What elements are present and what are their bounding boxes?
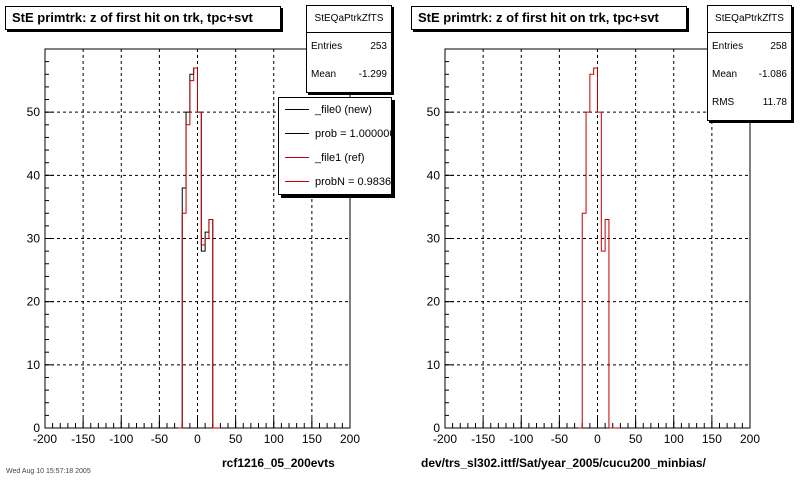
legend-label: _file1 (ref) xyxy=(315,152,365,164)
stats-value: -1.299 xyxy=(358,69,387,80)
x-tick-label: -200 xyxy=(433,432,457,446)
y-tick-label: 20 xyxy=(427,295,441,309)
histogram-plot-right: -200 -150 -100 -50 0 50 100 150 200 0 10 20 30 40 50 xyxy=(427,48,760,446)
y-tick-label: 10 xyxy=(427,358,441,372)
legend-label: prob = 1.000000 xyxy=(315,128,392,140)
x-tick-label: -150 xyxy=(471,432,495,446)
histogram-panel-right: -200 -150 -100 -50 0 50 100 150 200 0 10 20 30 40 50 S… xyxy=(400,0,800,480)
x-tick-label: -150 xyxy=(71,432,95,446)
footer-label-left: rcf1216_05_200evts xyxy=(222,456,335,470)
timestamp-label: Wed Aug 10 15:57:18 2005 xyxy=(6,468,91,475)
legend-item-new: _file0 (new) xyxy=(279,98,391,122)
stats-label: Entries xyxy=(311,41,343,52)
legend-line-icon xyxy=(285,157,309,158)
x-tick-label: 0 xyxy=(594,432,601,446)
histogram-plot-left: -200 -150 -100 -50 0 50 100 150 200 0 10 20 30 40 50 xyxy=(27,48,360,446)
stats-value: 258 xyxy=(770,41,787,52)
y-tick-label: 30 xyxy=(27,232,41,246)
histogram-series xyxy=(578,67,621,429)
y-tick-label: 30 xyxy=(427,232,441,246)
y-tick-label: 20 xyxy=(27,295,41,309)
legend-line-icon xyxy=(285,133,309,134)
x-tick-label: 100 xyxy=(664,432,684,446)
x-tick-label: -100 xyxy=(509,432,533,446)
stats-label: Mean xyxy=(311,69,337,80)
x-tick-label: 200 xyxy=(740,432,760,446)
y-tick-label: 10 xyxy=(27,358,41,372)
legend-item-probn: probN = 0.983691 xyxy=(279,170,391,194)
y-tick-label: 40 xyxy=(427,168,441,182)
stats-row-entries: Entries 258 xyxy=(708,33,791,61)
stats-box-left: StEQaPtrkZfTS Entries 253 Mean -1.299 xyxy=(306,5,392,93)
x-tick-label: -50 xyxy=(151,432,169,446)
y-tick-label: 50 xyxy=(427,105,441,119)
x-tick-label: 200 xyxy=(340,432,360,446)
y-tick-label: 0 xyxy=(433,421,440,435)
stats-name: StEQaPtrkZfTS xyxy=(708,6,791,33)
legend-box: _file0 (new) prob = 1.000000 _file1 (ref… xyxy=(278,97,392,195)
legend-label: _file0 (new) xyxy=(315,104,372,116)
y-tick-label: 50 xyxy=(27,105,41,119)
x-tick-label: -50 xyxy=(551,432,569,446)
x-tick-label: 0 xyxy=(194,432,201,446)
stats-label: RMS xyxy=(712,97,735,108)
stats-label: Mean xyxy=(712,69,738,80)
legend-line-icon xyxy=(285,181,309,182)
x-tick-label: 50 xyxy=(229,432,243,446)
histogram-panel-left: -200 -150 -100 -50 0 50 100 150 200 0 10 20 30 40 50 S… xyxy=(5,5,392,475)
stats-row-mean: Mean -1.299 xyxy=(307,61,391,89)
stats-box-right: StEQaPtrkZfTS Entries 258 Mean -1.086 RM… xyxy=(707,5,792,121)
y-tick-label: 40 xyxy=(27,168,41,182)
x-tick-label: 150 xyxy=(702,432,722,446)
x-tick-label: -200 xyxy=(33,432,57,446)
panel-title-right: StE primtrk: z of first hit on trk, tpc+… xyxy=(411,6,687,30)
stats-value: -1.086 xyxy=(758,69,787,80)
legend-item-prob: prob = 1.000000 xyxy=(279,122,391,146)
x-tick-label: 100 xyxy=(264,432,284,446)
stats-row-entries: Entries 253 xyxy=(307,33,391,61)
legend-line-icon xyxy=(285,109,309,110)
y-tick-label: 0 xyxy=(33,421,40,435)
legend-item-ref: _file1 (ref) xyxy=(279,146,391,170)
footer-label-right: dev/trs_sl302.ittf/Sat/year_2005/cucu200… xyxy=(421,456,706,470)
x-tick-label: 150 xyxy=(302,432,322,446)
x-tick-label: 50 xyxy=(629,432,643,446)
stats-value: 253 xyxy=(370,41,387,52)
histogram-series xyxy=(178,67,221,429)
histogram-series xyxy=(178,67,221,429)
panel-title-left: StE primtrk: z of first hit on trk, tpc+… xyxy=(5,6,281,30)
stats-row-mean: Mean -1.086 xyxy=(708,61,791,89)
x-tick-label: -100 xyxy=(109,432,133,446)
stats-value: 11.78 xyxy=(762,97,787,108)
stats-name: StEQaPtrkZfTS xyxy=(307,6,391,33)
stats-row-rms: RMS 11.78 xyxy=(708,89,791,117)
stats-label: Entries xyxy=(712,41,744,52)
legend-label: probN = 0.983691 xyxy=(315,176,392,188)
